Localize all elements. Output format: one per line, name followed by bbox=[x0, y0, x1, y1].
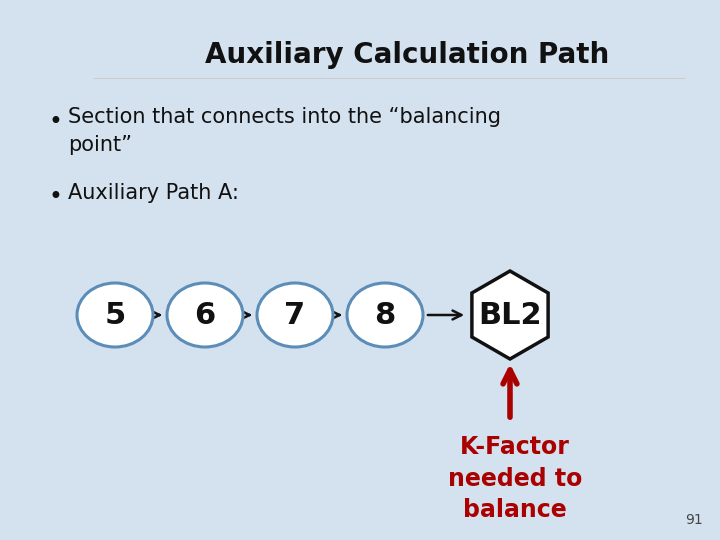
FancyArrowPatch shape bbox=[330, 310, 340, 320]
Ellipse shape bbox=[257, 283, 333, 347]
Text: 8: 8 bbox=[374, 300, 395, 329]
Text: BL2: BL2 bbox=[478, 300, 542, 329]
Text: Section that connects into the “balancing
point”: Section that connects into the “balancin… bbox=[68, 107, 501, 155]
Polygon shape bbox=[472, 271, 548, 359]
Ellipse shape bbox=[167, 283, 243, 347]
FancyArrowPatch shape bbox=[428, 310, 462, 320]
Ellipse shape bbox=[347, 283, 423, 347]
FancyArrowPatch shape bbox=[150, 310, 160, 320]
Text: Auxiliary Calculation Path: Auxiliary Calculation Path bbox=[205, 41, 609, 69]
FancyArrowPatch shape bbox=[503, 370, 517, 417]
Text: 7: 7 bbox=[284, 300, 305, 329]
FancyArrowPatch shape bbox=[240, 310, 250, 320]
Text: 91: 91 bbox=[685, 513, 703, 527]
Text: K-Factor
needed to
balance: K-Factor needed to balance bbox=[448, 435, 582, 522]
Text: 5: 5 bbox=[104, 300, 125, 329]
Text: 6: 6 bbox=[194, 300, 215, 329]
Ellipse shape bbox=[77, 283, 153, 347]
Text: Auxiliary Path A:: Auxiliary Path A: bbox=[68, 183, 239, 203]
Text: •: • bbox=[48, 185, 62, 209]
Text: •: • bbox=[48, 110, 62, 134]
